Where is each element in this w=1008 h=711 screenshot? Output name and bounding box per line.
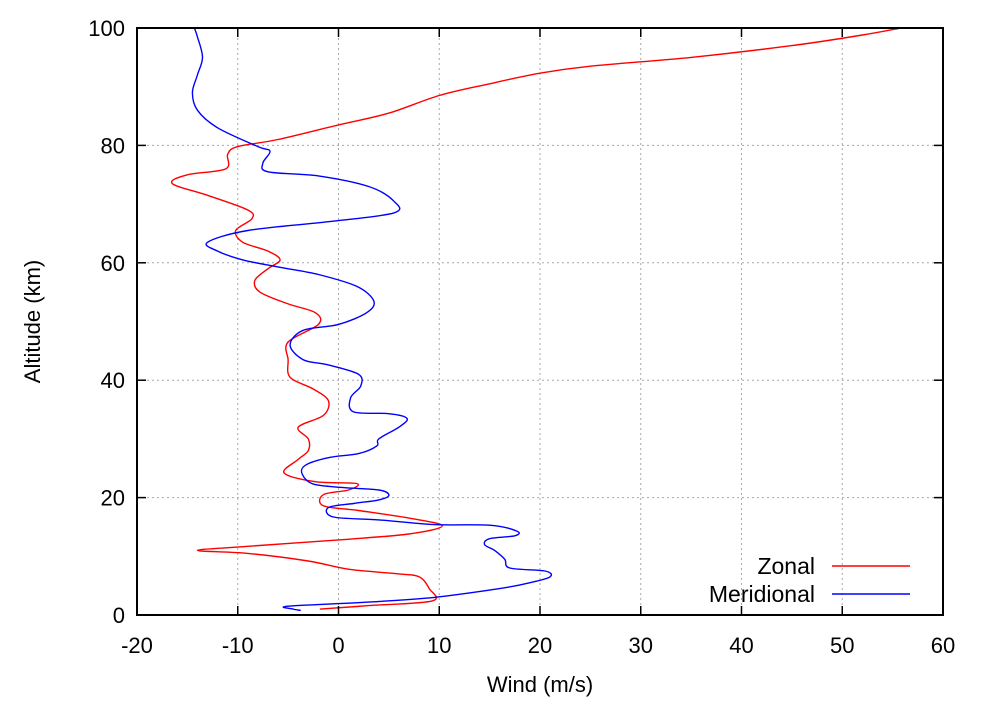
y-tick-label: 60	[101, 251, 125, 276]
series-lines	[170, 27, 902, 611]
x-axis-title: Wind (m/s)	[487, 672, 593, 697]
x-tick-label: 30	[629, 633, 653, 658]
y-tick-label: 0	[113, 603, 125, 628]
grid	[137, 28, 943, 615]
x-tick-label: 40	[729, 633, 753, 658]
x-tick-label: -10	[222, 633, 254, 658]
meridional-series-line	[191, 27, 553, 611]
x-tick-label: 60	[931, 633, 955, 658]
y-tick-label: 40	[101, 368, 125, 393]
y-tick-label: 80	[101, 133, 125, 158]
plot-frame	[136, 27, 944, 616]
x-tick-label: 50	[830, 633, 854, 658]
x-tick-label: -20	[121, 633, 153, 658]
y-tick-labels: 0 20 40 60 80 100	[88, 16, 125, 628]
zonal-series-line	[170, 27, 902, 610]
legend-label-meridional: Meridional	[709, 581, 815, 607]
x-tick-label: 10	[427, 633, 451, 658]
x-tick-label: 20	[528, 633, 552, 658]
x-tick-labels: -20 -10 0 10 20 30 40 50 60	[121, 633, 955, 658]
legend-label-zonal: Zonal	[757, 553, 815, 579]
y-axis-title: Altitude (km)	[20, 260, 45, 383]
x-tick-label: 0	[332, 633, 344, 658]
y-tick-label: 100	[88, 16, 125, 41]
tick-marks	[136, 27, 944, 616]
y-tick-label: 20	[101, 486, 125, 511]
